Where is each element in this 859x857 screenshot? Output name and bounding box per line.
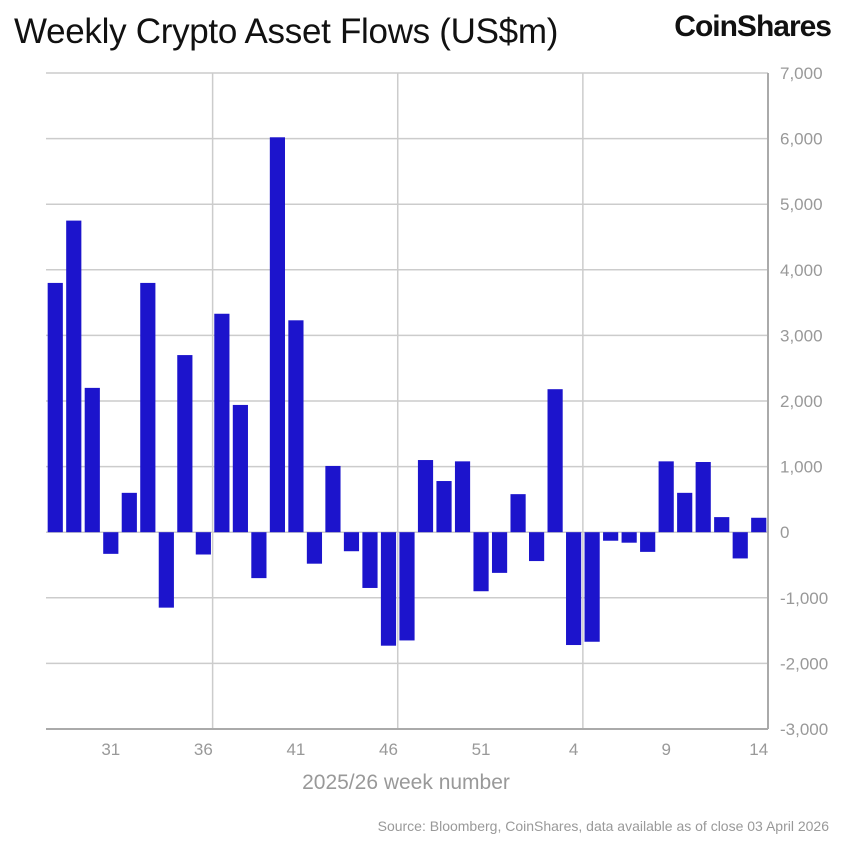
bar-week-45: [362, 532, 378, 588]
bar-week-6: [603, 532, 619, 541]
x-tick-label: 51: [472, 740, 491, 759]
y-tick-label: 5,000: [780, 195, 823, 214]
bar-week-13: [732, 532, 748, 559]
bar-week-10: [677, 492, 693, 533]
bar-week-41: [288, 320, 304, 533]
x-tick-label: 36: [194, 740, 213, 759]
chart-title: Weekly Crypto Asset Flows (US$m): [14, 12, 559, 51]
bar-week-7: [621, 532, 637, 543]
y-tick-label: 7,000: [780, 64, 823, 83]
y-tick-label: -1,000: [780, 589, 828, 608]
y-tick-label: -2,000: [780, 654, 828, 673]
y-tick-label: 4,000: [780, 261, 823, 280]
bar-week-29: [66, 220, 82, 533]
bar-week-39: [251, 532, 267, 579]
bar-week-47: [399, 532, 415, 641]
bar-week-11: [695, 462, 711, 533]
bar-week-44: [343, 532, 360, 552]
bar-week-5: [584, 532, 600, 642]
x-tick-label: 4: [569, 740, 578, 759]
x-tick-label: 14: [749, 740, 768, 759]
bar-week-48: [417, 460, 434, 533]
bar-week-52: [491, 532, 508, 573]
bar-week-35: [177, 355, 193, 533]
bar-week-51: [473, 532, 489, 592]
y-tick-label: -3,000: [780, 720, 828, 739]
bar-week-14: [751, 517, 767, 533]
bar-week-12: [714, 517, 730, 533]
bar-week-46: [380, 532, 397, 646]
bar-week-42: [306, 532, 323, 564]
x-tick-label: 41: [286, 740, 305, 759]
bar-week-32: [121, 492, 137, 533]
x-tick-label: 9: [661, 740, 670, 759]
y-tick-label: 6,000: [780, 130, 823, 149]
bar-week-37: [214, 313, 230, 533]
x-tick-label: 31: [101, 740, 120, 759]
bar-week-28: [47, 282, 63, 533]
bar-week-2: [528, 532, 545, 562]
bar-week-49: [436, 481, 452, 533]
bar-week-3: [547, 389, 563, 533]
source-note: Source: Bloomberg, CoinShares, data avai…: [377, 818, 829, 834]
y-tick-label: 3,000: [780, 326, 823, 345]
bar-week-50: [454, 461, 471, 533]
bar-week-33: [140, 282, 156, 533]
coinshares-logo: CoinShares: [674, 10, 832, 43]
bar-week-38: [232, 404, 248, 533]
x-tick-label: 46: [379, 740, 398, 759]
bar-week-34: [158, 532, 174, 608]
bar-week-1: [510, 494, 526, 533]
bar-week-4: [566, 532, 582, 646]
bar-week-30: [84, 387, 100, 533]
bar-week-31: [103, 532, 119, 554]
bar-week-40: [269, 137, 286, 533]
bar-week-8: [640, 532, 656, 552]
bar-week-43: [325, 465, 341, 533]
y-tick-label: 1,000: [780, 458, 823, 477]
bar-week-9: [658, 461, 674, 533]
y-tick-label: 2,000: [780, 392, 823, 411]
y-tick-label: 0: [780, 523, 789, 542]
bar-week-36: [195, 532, 211, 555]
x-axis-title: 2025/26 week number: [302, 771, 510, 794]
